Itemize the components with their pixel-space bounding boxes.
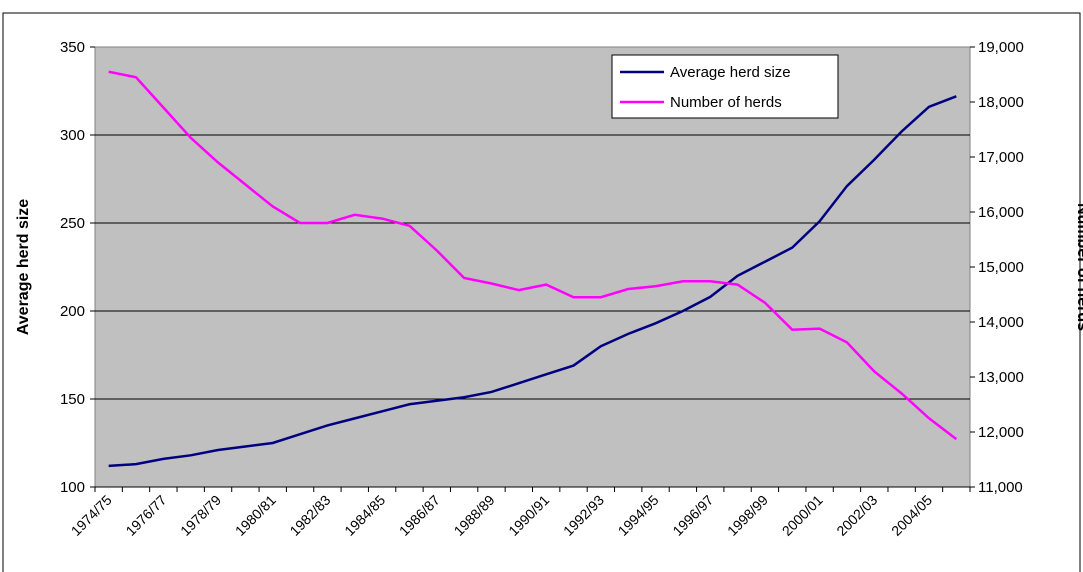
y-tick-label: 250: [60, 215, 85, 232]
y-axis-label: Average herd size: [15, 199, 32, 335]
y2-tick-label: 15,000: [978, 259, 1024, 276]
y2-tick-label: 17,000: [978, 149, 1024, 166]
series-line: [108, 70, 958, 441]
y2-tick-label: 12,000: [978, 424, 1024, 441]
legend-label: Average herd size: [670, 64, 791, 81]
y2-tick-label: 19,000: [978, 39, 1024, 56]
y-tick-label: 100: [60, 479, 85, 496]
y2-tick-label: 16,000: [978, 204, 1024, 221]
y2-tick-label: 18,000: [978, 94, 1024, 111]
y-tick-label: 300: [60, 127, 85, 144]
y-tick-label: 350: [60, 39, 85, 56]
y2-tick-label: 13,000: [978, 369, 1024, 386]
y-tick-label: 200: [60, 303, 85, 320]
y2-tick-label: 11,000: [978, 479, 1023, 496]
y2-axis-label: Number of herds: [1074, 203, 1083, 331]
legend-box: [611, 54, 839, 119]
legend-label: Number of herds: [670, 94, 782, 111]
plot-area: [94, 46, 971, 488]
series-line: [108, 95, 957, 468]
y2-tick-label: 14,000: [978, 314, 1024, 331]
y-tick-label: 150: [60, 391, 85, 408]
